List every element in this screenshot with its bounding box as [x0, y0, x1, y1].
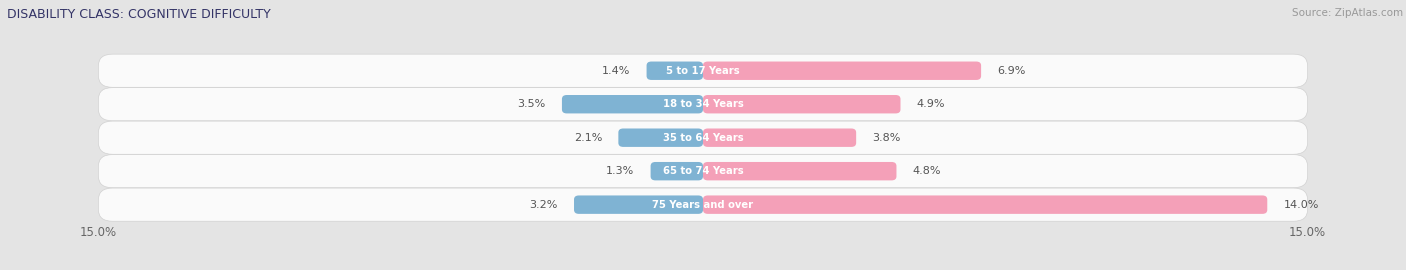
Text: 6.9%: 6.9% — [997, 66, 1025, 76]
FancyBboxPatch shape — [619, 129, 703, 147]
FancyBboxPatch shape — [98, 54, 1308, 87]
FancyBboxPatch shape — [703, 95, 900, 113]
FancyBboxPatch shape — [647, 62, 703, 80]
Text: 3.5%: 3.5% — [517, 99, 546, 109]
Text: 2.1%: 2.1% — [574, 133, 602, 143]
FancyBboxPatch shape — [98, 188, 1308, 221]
Text: 4.8%: 4.8% — [912, 166, 941, 176]
FancyBboxPatch shape — [703, 62, 981, 80]
FancyBboxPatch shape — [98, 121, 1308, 154]
FancyBboxPatch shape — [562, 95, 703, 113]
Text: DISABILITY CLASS: COGNITIVE DIFFICULTY: DISABILITY CLASS: COGNITIVE DIFFICULTY — [7, 8, 271, 21]
FancyBboxPatch shape — [98, 88, 1308, 121]
Text: 65 to 74 Years: 65 to 74 Years — [662, 166, 744, 176]
Text: 1.3%: 1.3% — [606, 166, 634, 176]
FancyBboxPatch shape — [703, 162, 897, 180]
Text: 35 to 64 Years: 35 to 64 Years — [662, 133, 744, 143]
Text: 3.8%: 3.8% — [872, 133, 901, 143]
FancyBboxPatch shape — [574, 195, 703, 214]
FancyBboxPatch shape — [651, 162, 703, 180]
Text: 1.4%: 1.4% — [602, 66, 630, 76]
Text: 18 to 34 Years: 18 to 34 Years — [662, 99, 744, 109]
Text: 75 Years and over: 75 Years and over — [652, 200, 754, 210]
FancyBboxPatch shape — [703, 195, 1267, 214]
Text: 3.2%: 3.2% — [530, 200, 558, 210]
Text: Source: ZipAtlas.com: Source: ZipAtlas.com — [1292, 8, 1403, 18]
Text: 5 to 17 Years: 5 to 17 Years — [666, 66, 740, 76]
Text: 14.0%: 14.0% — [1284, 200, 1319, 210]
FancyBboxPatch shape — [98, 155, 1308, 188]
FancyBboxPatch shape — [703, 129, 856, 147]
Text: 4.9%: 4.9% — [917, 99, 945, 109]
